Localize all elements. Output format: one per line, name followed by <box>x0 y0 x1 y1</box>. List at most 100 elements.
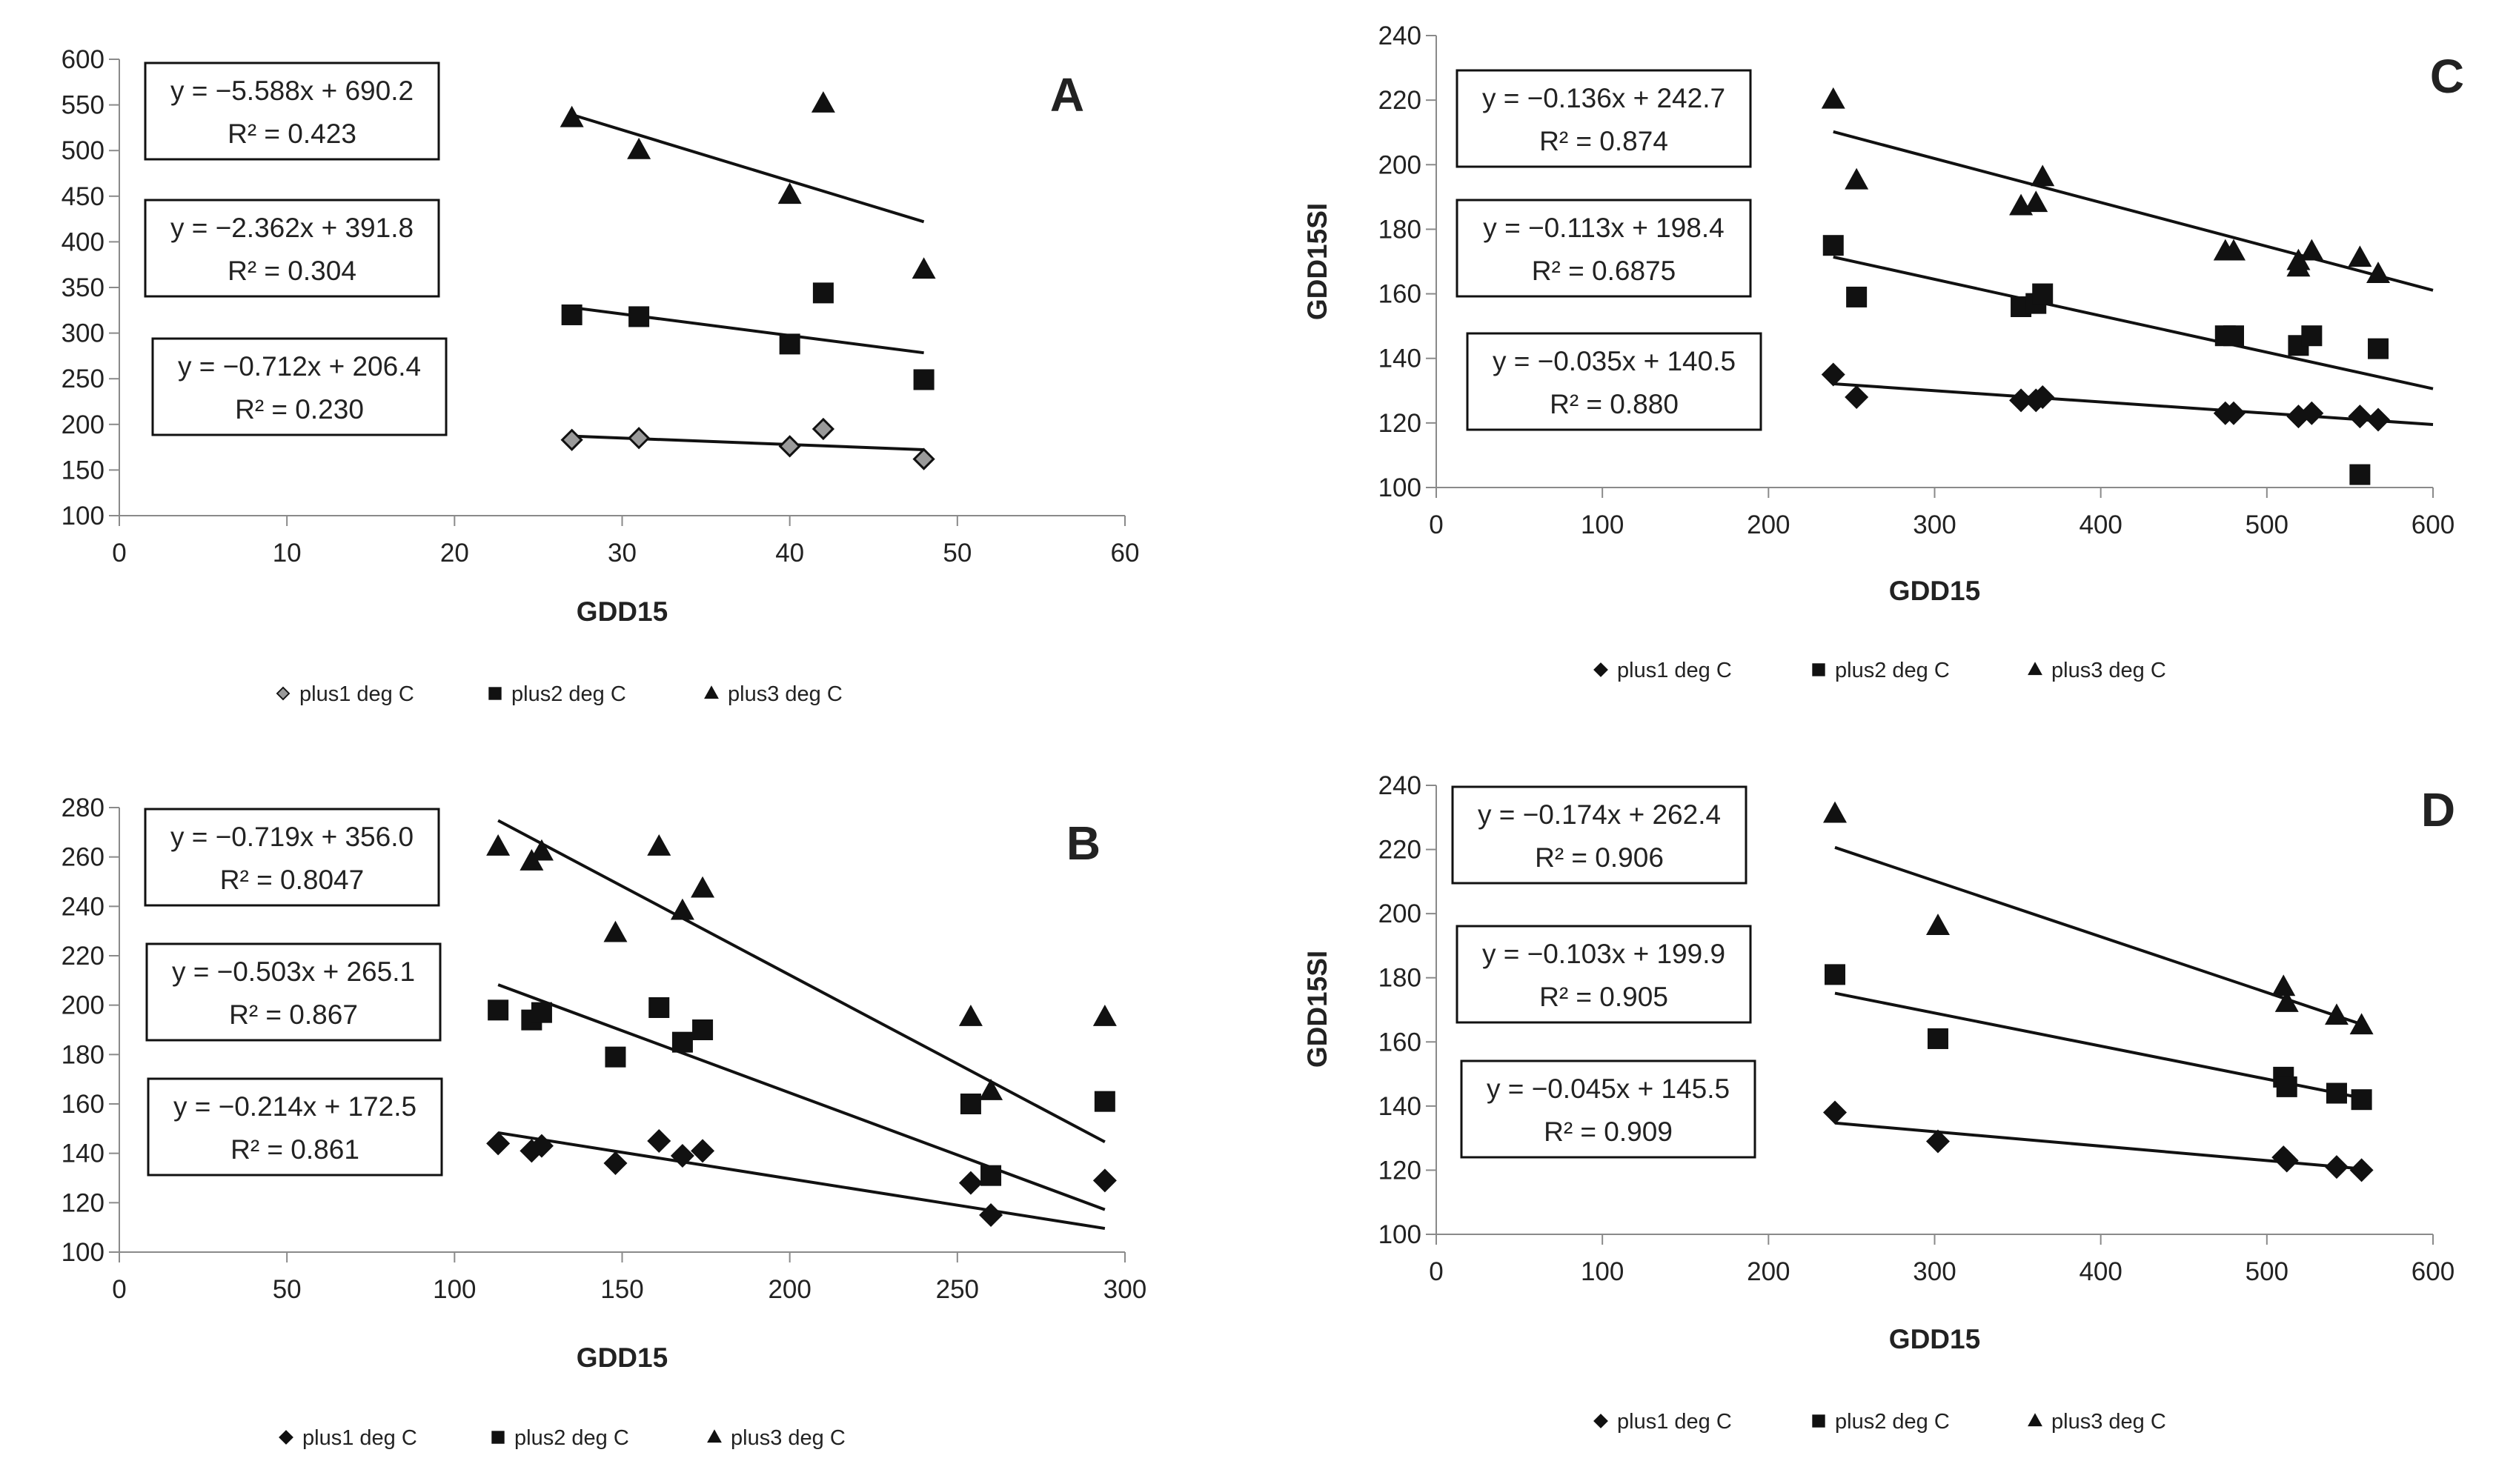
y-tick-label: 100 <box>1378 473 1421 502</box>
x-tick-label: 200 <box>1747 510 1790 539</box>
equation-text: y = −0.719x + 356.0 <box>170 822 414 852</box>
y-tick-label: 450 <box>62 182 104 211</box>
legend-label: plus2 deg C <box>514 1426 629 1450</box>
data-point <box>1823 1100 1847 1125</box>
series-plus2-deg-C <box>561 282 935 390</box>
y-tick-label: 400 <box>62 227 104 256</box>
data-point <box>2222 239 2246 261</box>
equation-text: y = −0.214x + 172.5 <box>173 1091 416 1122</box>
data-point <box>529 839 554 861</box>
data-point <box>811 91 835 113</box>
series-plus3-deg-C <box>486 819 1117 1144</box>
legend-label: plus3 deg C <box>2051 1410 2166 1434</box>
y-tick-label: 120 <box>62 1188 104 1217</box>
y-tick-label: 100 <box>1378 1220 1421 1249</box>
y-tick-label: 250 <box>62 365 104 393</box>
equation-box: y = −0.719x + 356.0 R² = 0.8047 <box>144 808 440 907</box>
data-point <box>1092 1168 1117 1193</box>
r-squared-text: R² = 0.6875 <box>1532 256 1676 286</box>
legend-marker <box>2028 662 2042 676</box>
data-point <box>2286 248 2311 270</box>
equation-box: y = −5.588x + 690.2 R² = 0.423 <box>144 61 440 161</box>
data-point <box>691 876 715 898</box>
y-tick-label: 200 <box>62 410 104 439</box>
legend-marker <box>707 1429 722 1443</box>
r-squared-text: R² = 0.230 <box>235 394 364 425</box>
x-axis-title: GDD15 <box>1889 1324 1980 1354</box>
x-tick-label: 100 <box>433 1275 476 1304</box>
legend-label: plus1 deg C <box>1617 1410 1732 1434</box>
data-point <box>1925 914 1950 935</box>
data-point <box>2348 245 2372 267</box>
data-point <box>2348 405 2372 429</box>
x-tick-label: 20 <box>440 539 469 568</box>
equation-text: y = −0.113x + 198.4 <box>1483 213 1724 243</box>
data-point <box>529 1134 554 1158</box>
data-point <box>1845 385 1869 409</box>
trendline <box>1833 130 2434 292</box>
data-point <box>1094 1091 1115 1112</box>
legend: plus1 deg C plus2 deg C plus3 deg C <box>1593 659 2166 682</box>
data-point <box>2031 164 2055 187</box>
legend-marker <box>704 685 719 699</box>
y-tick-label: 160 <box>1378 1028 1421 1057</box>
data-point <box>979 1079 1003 1100</box>
data-point <box>2326 1082 2347 1104</box>
equation-text: y = −0.045x + 145.5 <box>1487 1074 1730 1104</box>
legend-label: plus3 deg C <box>731 1426 846 1450</box>
legend-symbol <box>2028 1413 2042 1427</box>
x-tick-label: 300 <box>1913 510 1956 539</box>
data-point <box>2349 464 2371 485</box>
x-tick-label: 400 <box>2079 1257 2122 1286</box>
legend-label: plus2 deg C <box>1835 659 1950 682</box>
y-tick-label: 280 <box>62 793 104 822</box>
r-squared-text: R² = 0.861 <box>230 1134 359 1165</box>
equation-box-border <box>144 199 440 298</box>
legend-symbol <box>488 687 502 700</box>
equation-box-border <box>147 1077 443 1177</box>
data-point <box>670 1144 694 1168</box>
equation-box: y = −0.035x + 140.5 R² = 0.880 <box>1466 332 1762 431</box>
legend-marker <box>1812 663 1825 676</box>
legend-symbol <box>491 1431 505 1444</box>
data-point <box>1845 167 1869 190</box>
data-point <box>980 1165 1002 1186</box>
x-tick-label: 200 <box>768 1275 811 1304</box>
y-tick-label: 180 <box>1378 215 1421 244</box>
equation-text: y = −0.503x + 265.1 <box>172 956 415 987</box>
legend-symbol <box>276 686 291 701</box>
series-plus3-deg-C <box>1823 801 2374 1035</box>
equation-box: y = −0.113x + 198.4 R² = 0.6875 <box>1456 199 1752 298</box>
data-point <box>2324 1155 2349 1179</box>
x-tick-label: 50 <box>273 1275 302 1304</box>
x-tick-label: 250 <box>936 1275 979 1304</box>
x-axis-title: GDD15 <box>577 1342 668 1373</box>
data-point <box>958 1005 983 1026</box>
legend-label: plus1 deg C <box>1617 659 1732 682</box>
data-point <box>2366 407 2391 432</box>
data-point <box>1821 87 1845 109</box>
y-tick-label: 160 <box>62 1090 104 1119</box>
data-point <box>603 1151 628 1175</box>
y-tick-label: 140 <box>1378 1092 1421 1121</box>
data-point <box>811 417 835 441</box>
data-point <box>2274 1148 2299 1173</box>
data-point <box>2324 1003 2349 1025</box>
data-point <box>531 1002 552 1023</box>
y-tick-label: 120 <box>1378 409 1421 438</box>
data-point <box>2300 239 2324 261</box>
equation-box-border <box>1451 785 1747 885</box>
x-tick-label: 500 <box>2246 1257 2288 1286</box>
equation-text: y = −0.174x + 262.4 <box>1478 799 1721 830</box>
x-tick-label: 60 <box>1111 539 1140 568</box>
data-point <box>1822 235 1844 256</box>
equation-box: y = −2.362x + 391.8 R² = 0.304 <box>144 199 440 298</box>
legend-marker <box>491 1431 505 1444</box>
x-tick-label: 10 <box>273 539 302 568</box>
panel-letter: C <box>2430 50 2464 103</box>
y-tick-label: 140 <box>1378 345 1421 373</box>
equation-text: y = −0.712x + 206.4 <box>178 351 421 382</box>
x-tick-label: 0 <box>1429 510 1443 539</box>
series-plus1-deg-C <box>1823 1100 2374 1182</box>
legend-marker <box>2028 1413 2042 1427</box>
